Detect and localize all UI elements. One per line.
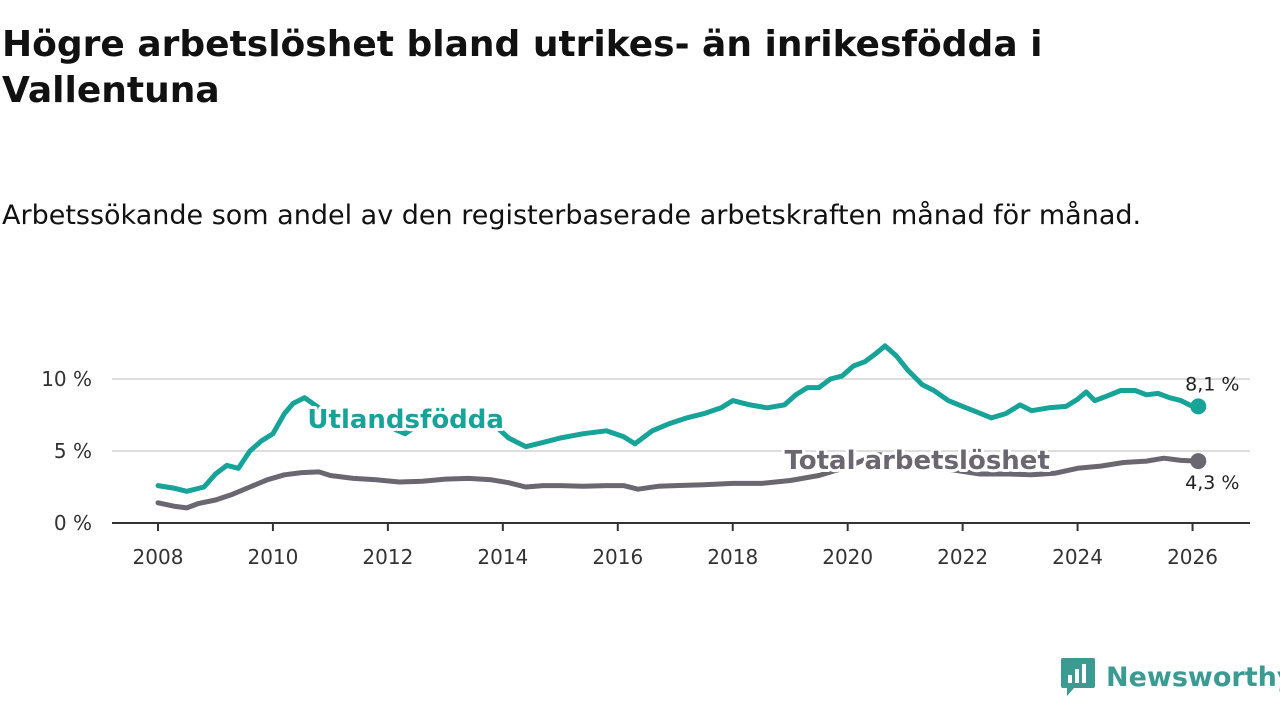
series-end-point bbox=[1190, 453, 1207, 470]
x-tick-label: 2022 bbox=[937, 545, 988, 569]
series-end-label: 8,1 % bbox=[1185, 373, 1239, 395]
series-name-label: Utlandsfödda bbox=[307, 405, 504, 435]
x-tick-label: 2026 bbox=[1167, 545, 1218, 569]
series-labels: 8,1 % 4,3 % Utlandsfödda Total arbetslöshet bbox=[304, 373, 1239, 494]
chart-title: Högre arbetslöshet bland utrikes- än inr… bbox=[2, 24, 1043, 111]
newsworthy-logo: Newsworthy bbox=[1060, 656, 1280, 698]
x-tick-label: 2018 bbox=[707, 545, 758, 569]
x-tick-label: 2008 bbox=[133, 545, 184, 569]
x-axis: 2008 2010 2012 2014 2016 2018 2020 2022 2024 2026 bbox=[112, 522, 1250, 569]
series-end-label: 4,3 % bbox=[1185, 472, 1239, 494]
x-tick-label: 2024 bbox=[1052, 545, 1103, 569]
x-tick-label: 2020 bbox=[822, 545, 873, 569]
series-name-label: Total arbetslöshet bbox=[784, 446, 1049, 476]
y-tick-label: 5 % bbox=[54, 439, 92, 463]
y-tick-label: 10 % bbox=[41, 367, 92, 391]
series-end-point bbox=[1190, 398, 1207, 415]
newsworthy-logo-text: Newsworthy bbox=[1106, 661, 1280, 693]
x-tick-label: 2012 bbox=[362, 545, 413, 569]
gridlines bbox=[112, 378, 1250, 452]
x-tick-label: 2016 bbox=[592, 545, 643, 569]
chart-subtitle: Arbetssökande som andel av den registerb… bbox=[2, 200, 1142, 231]
series-line-total-arbetslöshet bbox=[155, 452, 1201, 511]
series-line-utlandsfödda bbox=[155, 343, 1201, 494]
x-tick-label: 2014 bbox=[477, 545, 528, 569]
series-lines bbox=[155, 343, 1207, 511]
newsworthy-logo-icon bbox=[1061, 658, 1095, 696]
y-tick-label: 0 % bbox=[54, 511, 92, 535]
x-tick-label: 2010 bbox=[247, 545, 298, 569]
line-chart: 0 %5 %10 % 2008 2010 2012 2014 2016 2018 2020 2… bbox=[41, 343, 1250, 569]
y-axis-ticks: 0 % 5 % 10 % bbox=[41, 367, 92, 535]
